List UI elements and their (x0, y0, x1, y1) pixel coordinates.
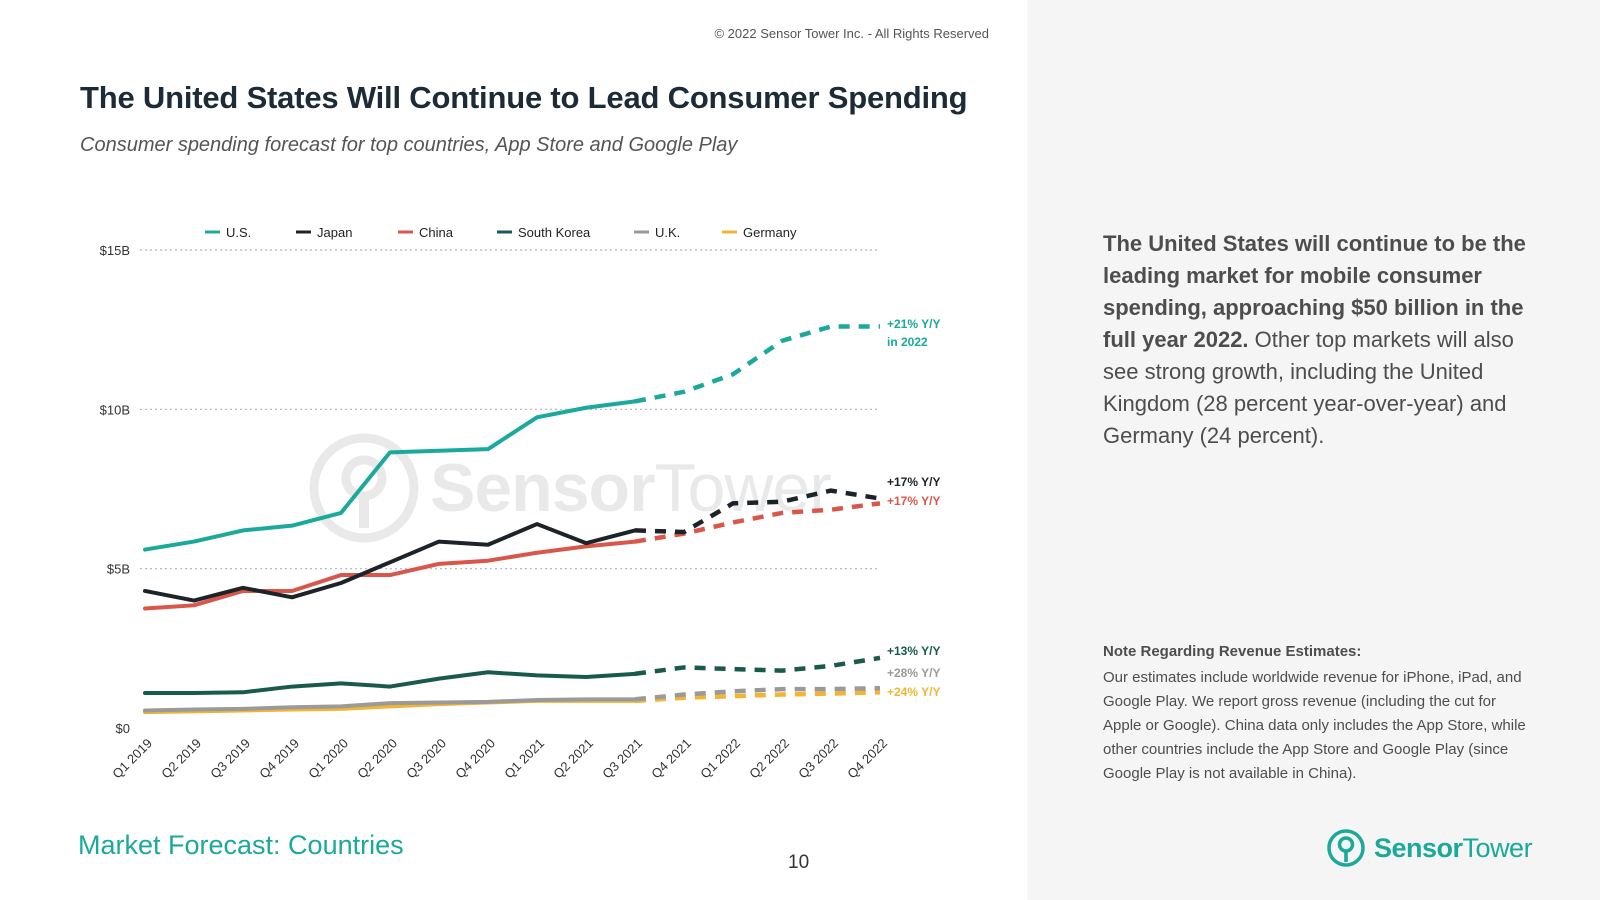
legend-label: Germany (743, 225, 797, 240)
legend-label: Japan (317, 225, 352, 240)
x-tick-label: Q3 2019 (207, 736, 253, 782)
series-annotation: +21% Y/Y (887, 317, 940, 331)
x-tick-label: Q2 2021 (550, 736, 596, 782)
x-tick-label: Q3 2020 (403, 736, 449, 782)
series-line-actual (143, 522, 637, 603)
x-tick-label: Q3 2022 (795, 736, 841, 782)
x-tick-label: Q4 2020 (452, 736, 498, 782)
logo-text: SensorTower (1374, 832, 1533, 863)
section-label: Market Forecast: Countries (78, 830, 404, 860)
note-title: Note Regarding Revenue Estimates: (1103, 643, 1362, 660)
legend-label: China (419, 225, 454, 240)
watermark-logo-icon (309, 433, 419, 543)
x-tick-label: Q1 2019 (109, 736, 155, 782)
y-tick-label: $15B (100, 243, 130, 258)
x-tick-label: Q1 2020 (305, 736, 351, 782)
series-line-actual (143, 697, 637, 713)
page-title: The United States Will Continue to Lead … (80, 80, 968, 115)
series-line-actual (143, 399, 637, 552)
y-tick-label: $10B (100, 402, 130, 417)
series-annotation: +13% Y/Y (887, 644, 940, 658)
x-tick-label: Q2 2022 (746, 736, 792, 782)
note-body: Our estimates include worldwide revenue … (1103, 669, 1526, 782)
series-annotation: +28% Y/Y (887, 666, 940, 680)
legend-label: U.S. (226, 225, 251, 240)
summary-rest: Other top markets will also see strong g… (1103, 327, 1514, 448)
series-line-forecast (634, 655, 881, 677)
x-tick-label: Q4 2022 (844, 736, 890, 782)
summary-bold: The United States will continue to be th… (1103, 231, 1526, 352)
sensor-tower-logo-icon (1327, 829, 1365, 867)
legend-label: South Korea (518, 225, 591, 240)
series-line-actual (143, 539, 637, 611)
x-tick-label: Q3 2021 (599, 736, 645, 782)
series-line-forecast (634, 488, 881, 535)
legend-label: U.K. (655, 225, 680, 240)
series-line-forecast (634, 685, 881, 702)
brand-logo: SensorTower (1326, 828, 1533, 868)
page-subtitle: Consumer spending forecast for top count… (80, 134, 738, 156)
series-line-forecast (634, 501, 881, 544)
page-number: 10 (788, 852, 810, 873)
series-line-forecast (634, 324, 880, 404)
x-tick-label: Q1 2022 (697, 736, 743, 782)
series-annotation: +17% Y/Y (887, 494, 940, 508)
x-tick-label: Q4 2019 (256, 736, 302, 782)
copyright-text: © 2022 Sensor Tower Inc. - All Rights Re… (714, 26, 989, 41)
y-tick-label: $0 (116, 721, 130, 736)
line-chart: $0 $5B $10B $15B Q1 2019 Q2 2019 Q3 2019 Q4 201… (100, 225, 941, 782)
summary-text: The United States will continue to be th… (1103, 228, 1533, 452)
series-line-forecast (634, 690, 881, 704)
x-tick-label: Q2 2020 (354, 736, 400, 782)
x-tick-label: Q1 2021 (501, 736, 547, 782)
text-panel (1027, 0, 1600, 900)
chart-panel: © 2022 Sensor Tower Inc. - All Rights Re… (78, 26, 989, 873)
series-annotation: in 2022 (887, 335, 928, 349)
series-line-actual (143, 670, 637, 695)
y-tick-label: $5B (107, 562, 130, 577)
x-tick-label: Q2 2019 (158, 736, 204, 782)
x-tick-label: Q4 2021 (648, 736, 694, 782)
series-annotation: +17% Y/Y (887, 475, 940, 489)
series-annotation: +24% Y/Y (887, 685, 940, 699)
